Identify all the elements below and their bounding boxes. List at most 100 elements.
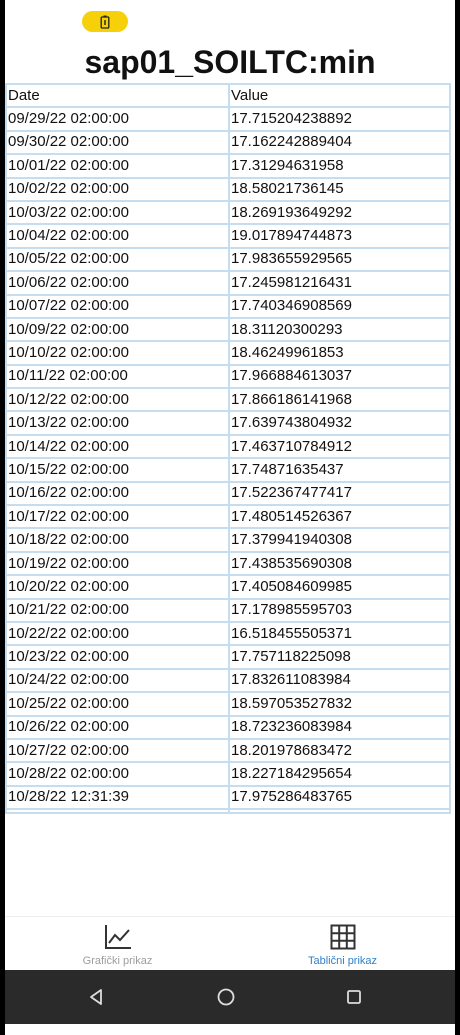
table-row: 10/10/22 02:00:00 18.46249961853 <box>5 340 451 366</box>
table-row: 10/04/22 02:00:00 19.017894744873 <box>5 223 451 249</box>
cell-date: 10/20/22 02:00:00 <box>5 574 230 600</box>
table-row: 10/27/22 02:00:00 18.201978683472 <box>5 737 451 764</box>
table-row-empty <box>5 808 451 815</box>
cell-date: 10/19/22 02:00:00 <box>5 550 230 577</box>
cell-value: 17.975286483765 <box>228 784 451 811</box>
cell-date: 10/02/22 02:00:00 <box>5 176 230 202</box>
cell-value: 17.740346908569 <box>228 293 451 319</box>
cell-date: 10/14/22 02:00:00 <box>5 433 230 460</box>
table-row: 10/06/22 02:00:00 17.245981216431 <box>5 270 451 296</box>
cell-value: 17.178985595703 <box>228 597 451 624</box>
system-recents-button[interactable] <box>341 984 367 1010</box>
table-row: 10/28/22 12:31:39 17.975286483765 <box>5 784 451 811</box>
screen: sap01_SOILTC:min Date Value 09/29/22 02:… <box>5 0 455 1035</box>
tab-table-view[interactable]: Tablični prikaz <box>230 917 455 971</box>
system-back-button[interactable] <box>83 984 109 1010</box>
cell-value: 17.522367477417 <box>228 480 451 507</box>
table-row: 10/11/22 02:00:00 17.966884613037 <box>5 363 451 390</box>
cell-date: 10/24/22 02:00:00 <box>5 667 230 694</box>
line-chart-icon <box>104 925 131 949</box>
cell-date: 10/23/22 02:00:00 <box>5 644 230 670</box>
cell-date: 10/07/22 02:00:00 <box>5 293 230 319</box>
table-body: 09/29/22 02:00:00 17.715204238892 09/30/22… <box>5 106 451 815</box>
cell-value: 17.866186141968 <box>228 387 451 413</box>
cell-value: 18.723236083984 <box>228 714 451 740</box>
table-row: 10/19/22 02:00:00 17.438535690308 <box>5 550 451 577</box>
cell-value: 17.480514526367 <box>228 504 451 530</box>
cell-date: 10/13/22 02:00:00 <box>5 410 230 436</box>
cell-date: 10/25/22 02:00:00 <box>5 691 230 717</box>
cell-value: 17.639743804932 <box>228 410 451 436</box>
table-row: 10/24/22 02:00:00 17.832611083984 <box>5 667 451 694</box>
table-row: 10/17/22 02:00:00 17.480514526367 <box>5 504 451 530</box>
cell-value: 17.983655929565 <box>228 246 451 273</box>
cell-value: 18.46249961853 <box>228 340 451 366</box>
tab-table-view-label: Tablični prikaz <box>307 955 378 967</box>
cell-date: 10/22/22 02:00:00 <box>5 620 230 647</box>
cell-value: 17.715204238892 <box>228 106 451 132</box>
battery-saver-indicator <box>82 11 128 32</box>
table-row: 10/20/22 02:00:00 17.405084609985 <box>5 574 451 600</box>
table-row: 10/16/22 02:00:00 17.522367477417 <box>5 480 451 507</box>
column-header-value: Value <box>228 82 451 109</box>
cell-value: 17.74871635437 <box>228 457 451 483</box>
table-row: 10/02/22 02:00:00 18.58021736145 <box>5 176 451 202</box>
table-row: 10/26/22 02:00:00 18.723236083984 <box>5 714 451 740</box>
battery-icon <box>100 15 110 29</box>
cell-date: 10/17/22 02:00:00 <box>5 504 230 530</box>
cell-value: 17.162242889404 <box>228 129 451 156</box>
cell-value: 17.463710784912 <box>228 433 451 460</box>
empty-cell <box>228 808 451 815</box>
table-row: 10/01/22 02:00:00 17.31294631958 <box>5 153 451 179</box>
table-row: 10/23/22 02:00:00 17.757118225098 <box>5 644 451 670</box>
cell-value: 18.31120300293 <box>228 316 451 343</box>
cell-date: 10/18/22 02:00:00 <box>5 527 230 553</box>
table-row: 10/15/22 02:00:00 17.74871635437 <box>5 457 451 483</box>
table-row: 09/29/22 02:00:00 17.715204238892 <box>5 106 451 132</box>
table-row: 10/09/22 02:00:00 18.31120300293 <box>5 316 451 343</box>
cell-date: 10/15/22 02:00:00 <box>5 457 230 483</box>
back-icon <box>90 989 102 1005</box>
cell-value: 17.966884613037 <box>228 363 451 390</box>
table-row: 10/12/22 02:00:00 17.866186141968 <box>5 387 451 413</box>
data-table: Date Value 09/29/22 02:00:00 17.715204238… <box>5 82 451 815</box>
cell-value: 17.379941940308 <box>228 527 451 553</box>
table-row: 10/21/22 02:00:00 17.178985595703 <box>5 597 451 624</box>
cell-date: 10/09/22 02:00:00 <box>5 316 230 343</box>
table-header-row: Date Value <box>5 82 451 109</box>
cell-value: 18.269193649292 <box>228 199 451 226</box>
bottom-navigation: Grafički prikaz Tablični prikaz <box>5 916 455 970</box>
table-row: 10/25/22 02:00:00 18.597053527832 <box>5 691 451 717</box>
cell-date: 10/06/22 02:00:00 <box>5 270 230 296</box>
empty-cell <box>5 808 230 815</box>
cell-value: 17.245981216431 <box>228 270 451 296</box>
grid-icon <box>330 924 355 950</box>
recents-icon <box>347 990 361 1004</box>
cell-date: 10/05/22 02:00:00 <box>5 246 230 273</box>
cell-value: 16.518455505371 <box>228 620 451 647</box>
cell-value: 18.58021736145 <box>228 176 451 202</box>
cell-value: 17.438535690308 <box>228 550 451 577</box>
cell-date: 10/26/22 02:00:00 <box>5 714 230 740</box>
cell-value: 18.201978683472 <box>228 737 451 764</box>
table-row: 10/14/22 02:00:00 17.463710784912 <box>5 433 451 460</box>
tab-chart-view-label: Grafički prikaz <box>82 955 153 967</box>
page-title: sap01_SOILTC:min <box>84 44 376 80</box>
cell-value: 18.597053527832 <box>228 691 451 717</box>
cell-date: 10/11/22 02:00:00 <box>5 363 230 390</box>
table-row: 10/05/22 02:00:00 17.983655929565 <box>5 246 451 273</box>
table-row: 10/07/22 02:00:00 17.740346908569 <box>5 293 451 319</box>
cell-date: 09/30/22 02:00:00 <box>5 129 230 156</box>
cell-value: 18.227184295654 <box>228 761 451 787</box>
cell-date: 09/29/22 02:00:00 <box>5 106 230 132</box>
system-navigation-bar <box>5 970 455 1024</box>
cell-value: 17.757118225098 <box>228 644 451 670</box>
cell-date: 10/04/22 02:00:00 <box>5 223 230 249</box>
tab-chart-view[interactable]: Grafički prikaz <box>5 917 230 971</box>
system-home-button[interactable] <box>213 984 239 1010</box>
table-row: 09/30/22 02:00:00 17.162242889404 <box>5 129 451 156</box>
cell-date: 10/10/22 02:00:00 <box>5 340 230 366</box>
cell-date: 10/27/22 02:00:00 <box>5 737 230 764</box>
cell-value: 17.31294631958 <box>228 153 451 179</box>
cell-date: 10/01/22 02:00:00 <box>5 153 230 179</box>
